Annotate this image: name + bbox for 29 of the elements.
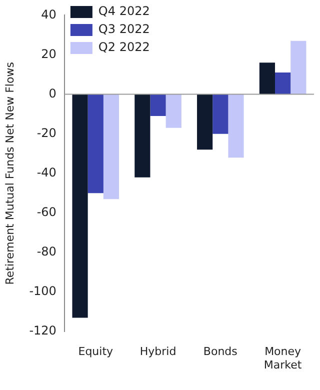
x-tick-label: Hybrid (140, 345, 176, 358)
y-tick-label: -60 (36, 205, 56, 220)
bar (275, 72, 291, 94)
bar (290, 40, 306, 94)
y-tick-label: -80 (36, 244, 56, 259)
y-tick-label: -40 (36, 166, 56, 180)
bar (134, 94, 150, 178)
legend-label: Q4 2022 (98, 4, 150, 18)
y-tick-label: 40 (41, 7, 56, 22)
bar (197, 94, 213, 150)
bar (103, 94, 120, 200)
bar (212, 94, 228, 134)
legend-label: Q3 2022 (98, 22, 150, 36)
y-tick-label: -120 (29, 324, 56, 338)
bar (150, 94, 166, 116)
y-axis-title: Retirement Mutual Funds Net New Flows (3, 62, 16, 285)
y-tick-label: 20 (41, 46, 56, 61)
bar (88, 94, 104, 194)
x-tick-label: Bonds (203, 345, 238, 358)
legend-label: Q2 2022 (98, 40, 150, 54)
y-tick-label: -20 (36, 126, 56, 140)
bar (166, 94, 182, 128)
bar (72, 94, 88, 318)
x-tick-label: Money Market (264, 345, 302, 372)
bar (259, 62, 276, 94)
y-tick-label: 0 (48, 86, 56, 100)
bar (228, 94, 244, 158)
x-tick-label: Equity (78, 345, 114, 358)
y-tick-label: -100 (29, 284, 56, 298)
